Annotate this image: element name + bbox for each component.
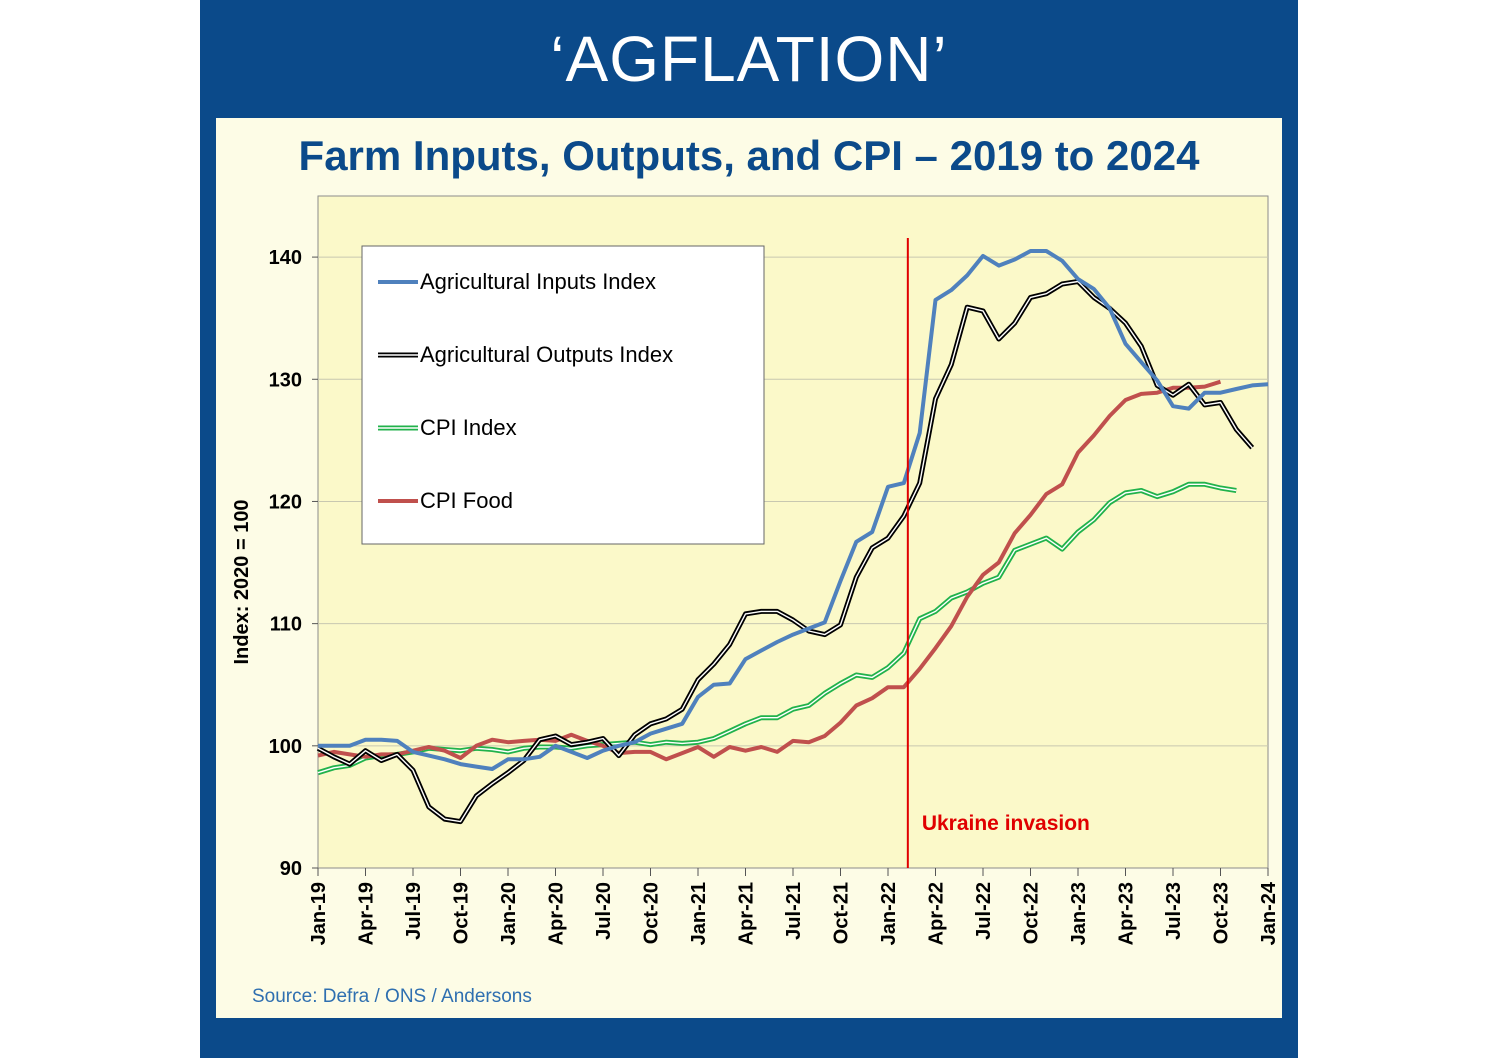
series-line-0	[318, 249, 1269, 771]
y-tick-label: 90	[280, 858, 302, 880]
x-tick-label: Jul-21	[783, 882, 805, 940]
x-tick-label: Jan-21	[688, 882, 710, 945]
y-axis-label: Index: 2020 = 100	[231, 499, 253, 664]
chart-panel: Farm Inputs, Outputs, and CPI – 2019 to …	[216, 118, 1282, 1018]
x-tick-label: Jul-22	[973, 882, 995, 940]
source-note: Source: Defra / ONS / Andersons	[252, 986, 532, 1007]
x-tick-label: Jan-24	[1258, 881, 1280, 945]
series-line-3	[317, 379, 1222, 762]
line-chart: 90 100 110 120 130 140 Index: 2020 = 100 Jan-19…	[231, 195, 1280, 945]
series-line-1-core	[317, 280, 1253, 823]
legend-label-2: CPI Index	[420, 415, 517, 440]
x-tick-label: Apr-19	[356, 882, 378, 945]
legend-label-0: Agricultural Inputs Index	[420, 269, 656, 294]
legend-label-1: Agricultural Outputs Index	[420, 342, 673, 367]
y-tick-label: 100	[269, 736, 302, 758]
legend-label-3: CPI Food	[420, 488, 513, 513]
x-tick-label: Jan-20	[498, 882, 520, 945]
y-tick-label: 140	[269, 247, 302, 269]
x-tick-label: Apr-21	[736, 882, 758, 945]
x-tick-label: Apr-23	[1116, 882, 1138, 945]
x-tick-label: Apr-22	[926, 882, 948, 945]
x-tick-label: Jul-20	[593, 882, 615, 940]
x-tick-label: Oct-22	[1021, 882, 1043, 944]
x-tick-label: Oct-20	[641, 882, 663, 944]
y-tick-label: 110	[270, 614, 302, 636]
y-tick-label: 120	[269, 491, 302, 513]
x-tick-label: Oct-23	[1211, 882, 1233, 944]
legend-box	[361, 245, 765, 545]
frame: ‘AGFLATION’ Farm Inputs, Outputs, and CP…	[200, 0, 1298, 1058]
x-tick-label: Jul-19	[403, 882, 425, 940]
chart-title: Farm Inputs, Outputs, and CPI – 2019 to …	[298, 132, 1200, 179]
x-tick-label: Oct-21	[831, 882, 853, 944]
x-tick-label: Jul-23	[1163, 882, 1185, 940]
x-tick-label: Jan-23	[1068, 882, 1090, 945]
x-tick-label: Oct-19	[451, 882, 473, 944]
x-tick-label: Jan-22	[878, 882, 900, 945]
x-tick-label: Jan-19	[308, 882, 330, 945]
y-tick-label: 130	[269, 369, 302, 391]
ukraine-invasion-label: Ukraine invasion	[922, 812, 1090, 835]
x-tick-label: Apr-20	[546, 882, 568, 945]
page-title: ‘AGFLATION’	[550, 23, 948, 95]
